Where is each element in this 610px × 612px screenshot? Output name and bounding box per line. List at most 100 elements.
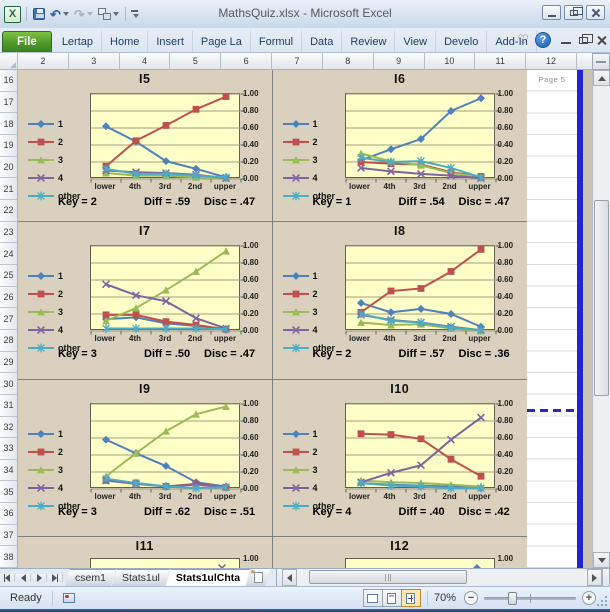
column-header-12[interactable]: 12	[526, 53, 577, 70]
scroll-down-button[interactable]	[593, 552, 610, 568]
workbook-close-icon[interactable]	[596, 35, 606, 45]
next-sheet-button[interactable]	[32, 573, 47, 582]
row-header-16[interactable]: 16	[0, 70, 18, 92]
chart-I7[interactable]: I7 1 2 3 4 other 1.00 0.80 0.60 0.40 0.20 0.00 lower…	[18, 222, 273, 380]
column-header-8[interactable]: 8	[322, 53, 374, 70]
previous-sheet-button[interactable]	[16, 573, 31, 582]
chart-I12[interactable]: I12 1.00	[273, 537, 528, 568]
zoom-slider[interactable]	[484, 591, 576, 605]
row-header-29[interactable]: 29	[0, 351, 18, 374]
tab-view[interactable]: View	[395, 31, 437, 52]
last-sheet-button[interactable]	[48, 573, 63, 582]
first-sheet-button[interactable]	[0, 573, 15, 582]
vertical-scroll-thumb[interactable]	[594, 200, 609, 396]
tab-split-handle[interactable]	[602, 569, 610, 586]
page-break-preview-button[interactable]	[400, 589, 421, 607]
row-header-34[interactable]: 34	[0, 459, 18, 482]
column-header-11[interactable]: 11	[475, 53, 527, 70]
arrange-dropdown-icon[interactable]	[112, 12, 119, 16]
column-header-6[interactable]: 6	[221, 53, 273, 70]
save-button[interactable]	[32, 5, 46, 23]
column-header-3[interactable]: 3	[68, 53, 120, 70]
tab-insert[interactable]: Insert	[148, 31, 193, 52]
column-header-9[interactable]: 9	[373, 53, 425, 70]
horizontal-scroll-track[interactable]	[297, 569, 587, 586]
row-header-27[interactable]: 27	[0, 308, 18, 330]
sheet-tab-stats1ul[interactable]: Stats1ul	[112, 569, 170, 586]
column-header-4[interactable]: 4	[119, 53, 171, 70]
resize-grip[interactable]	[596, 587, 610, 609]
row-header-38[interactable]: 38	[0, 546, 18, 569]
column-header-5[interactable]: 5	[170, 53, 222, 70]
tab-home[interactable]: Home	[102, 31, 149, 52]
record-macro-button[interactable]	[57, 590, 81, 607]
chart-I11[interactable]: I11 1.00	[18, 537, 273, 568]
row-header-36[interactable]: 36	[0, 503, 18, 525]
excel-logo-icon[interactable]: X	[4, 5, 21, 23]
column-header-7[interactable]: 7	[272, 53, 323, 70]
split-handle[interactable]	[592, 53, 610, 70]
tab-file[interactable]: File	[2, 31, 52, 52]
tab-data[interactable]: Data	[302, 31, 343, 52]
vertical-scrollbar[interactable]	[592, 70, 610, 568]
row-header-18[interactable]: 18	[0, 113, 18, 135]
row-header-24[interactable]: 24	[0, 243, 18, 265]
row-header-19[interactable]: 19	[0, 134, 18, 157]
row-header-31[interactable]: 31	[0, 394, 18, 417]
chart-I10[interactable]: I10 1 2 3 4 other 1.00 0.80 0.60 0.40 0.20 0.00 lowe…	[272, 380, 527, 537]
chart-I5[interactable]: I5 1 2 3 4 other 1.00 0.80 0.60 0.40 0.20 0.00 lower…	[18, 70, 273, 222]
scroll-right-button[interactable]	[587, 569, 602, 586]
row-header-26[interactable]: 26	[0, 286, 18, 309]
arrange-windows-button[interactable]	[97, 5, 120, 23]
tab-develo[interactable]: Develo	[436, 31, 488, 52]
close-button[interactable]	[586, 5, 605, 20]
customize-qat-button[interactable]	[131, 6, 139, 22]
sheet-tab-csem1[interactable]: csem1	[65, 569, 116, 586]
workbook-restore-icon[interactable]	[579, 33, 593, 44]
insert-worksheet-tab[interactable]	[246, 569, 270, 586]
row-header-25[interactable]: 25	[0, 264, 18, 287]
normal-view-button[interactable]	[362, 589, 383, 607]
row-header-30[interactable]: 30	[0, 373, 18, 395]
row-header-28[interactable]: 28	[0, 329, 18, 352]
tab-formul[interactable]: Formul	[251, 31, 303, 52]
chart-I6[interactable]: I6 1 2 3 4 other 1.00 0.80 0.60 0.40 0.20 0.00 lower…	[272, 70, 527, 222]
row-header-20[interactable]: 20	[0, 156, 18, 179]
column-header-10[interactable]: 10	[424, 53, 476, 70]
row-header-32[interactable]: 32	[0, 416, 18, 439]
workbook-minimize-icon[interactable]	[561, 41, 571, 45]
page-layout-view-button[interactable]	[381, 589, 402, 607]
row-header-21[interactable]: 21	[0, 178, 18, 200]
zoom-level[interactable]: 70%	[433, 592, 456, 604]
minimize-button[interactable]	[542, 5, 561, 20]
scroll-up-button[interactable]	[593, 70, 610, 86]
sheet-tab-stats1ulchta[interactable]: Stats1ulChta	[166, 569, 250, 586]
maximize-button[interactable]	[564, 5, 583, 20]
tab-review[interactable]: Review	[342, 31, 396, 52]
horizontal-scroll-thumb[interactable]	[309, 570, 468, 584]
page-break-line[interactable]	[577, 70, 583, 568]
help-button[interactable]: ?	[535, 32, 551, 48]
column-header-2[interactable]: 2	[18, 53, 69, 70]
row-header-35[interactable]: 35	[0, 481, 18, 504]
heart-icon[interactable]: ♡	[517, 32, 529, 47]
zoom-slider-knob[interactable]	[508, 592, 517, 605]
chart-I9[interactable]: I9 1 2 3 4 other 1.00 0.80 0.60 0.40 0.20 0.00 lower…	[18, 380, 273, 537]
zoom-out-button[interactable]: −	[464, 591, 478, 605]
row-header-17[interactable]: 17	[0, 91, 18, 114]
undo-button[interactable]: ↶	[49, 5, 70, 23]
row-header-23[interactable]: 23	[0, 221, 18, 244]
row-header-22[interactable]: 22	[0, 199, 18, 222]
scroll-left-button[interactable]	[282, 569, 298, 586]
row-header-37[interactable]: 37	[0, 524, 18, 547]
tab-lertap[interactable]: Lertap	[54, 31, 103, 52]
horizontal-scrollbar[interactable]	[282, 569, 610, 586]
auto-page-break-line[interactable]	[527, 409, 577, 412]
chart-I8[interactable]: I8 1 2 3 4 other 1.00 0.80 0.60 0.40 0.20 0.00 lower…	[272, 222, 527, 380]
redo-button[interactable]: ↷	[73, 5, 94, 23]
tab-page-la[interactable]: Page La	[193, 31, 251, 52]
undo-dropdown-icon[interactable]	[62, 12, 69, 16]
zoom-in-button[interactable]: +	[582, 591, 596, 605]
select-all-corner[interactable]	[0, 53, 18, 70]
row-header-33[interactable]: 33	[0, 438, 18, 460]
